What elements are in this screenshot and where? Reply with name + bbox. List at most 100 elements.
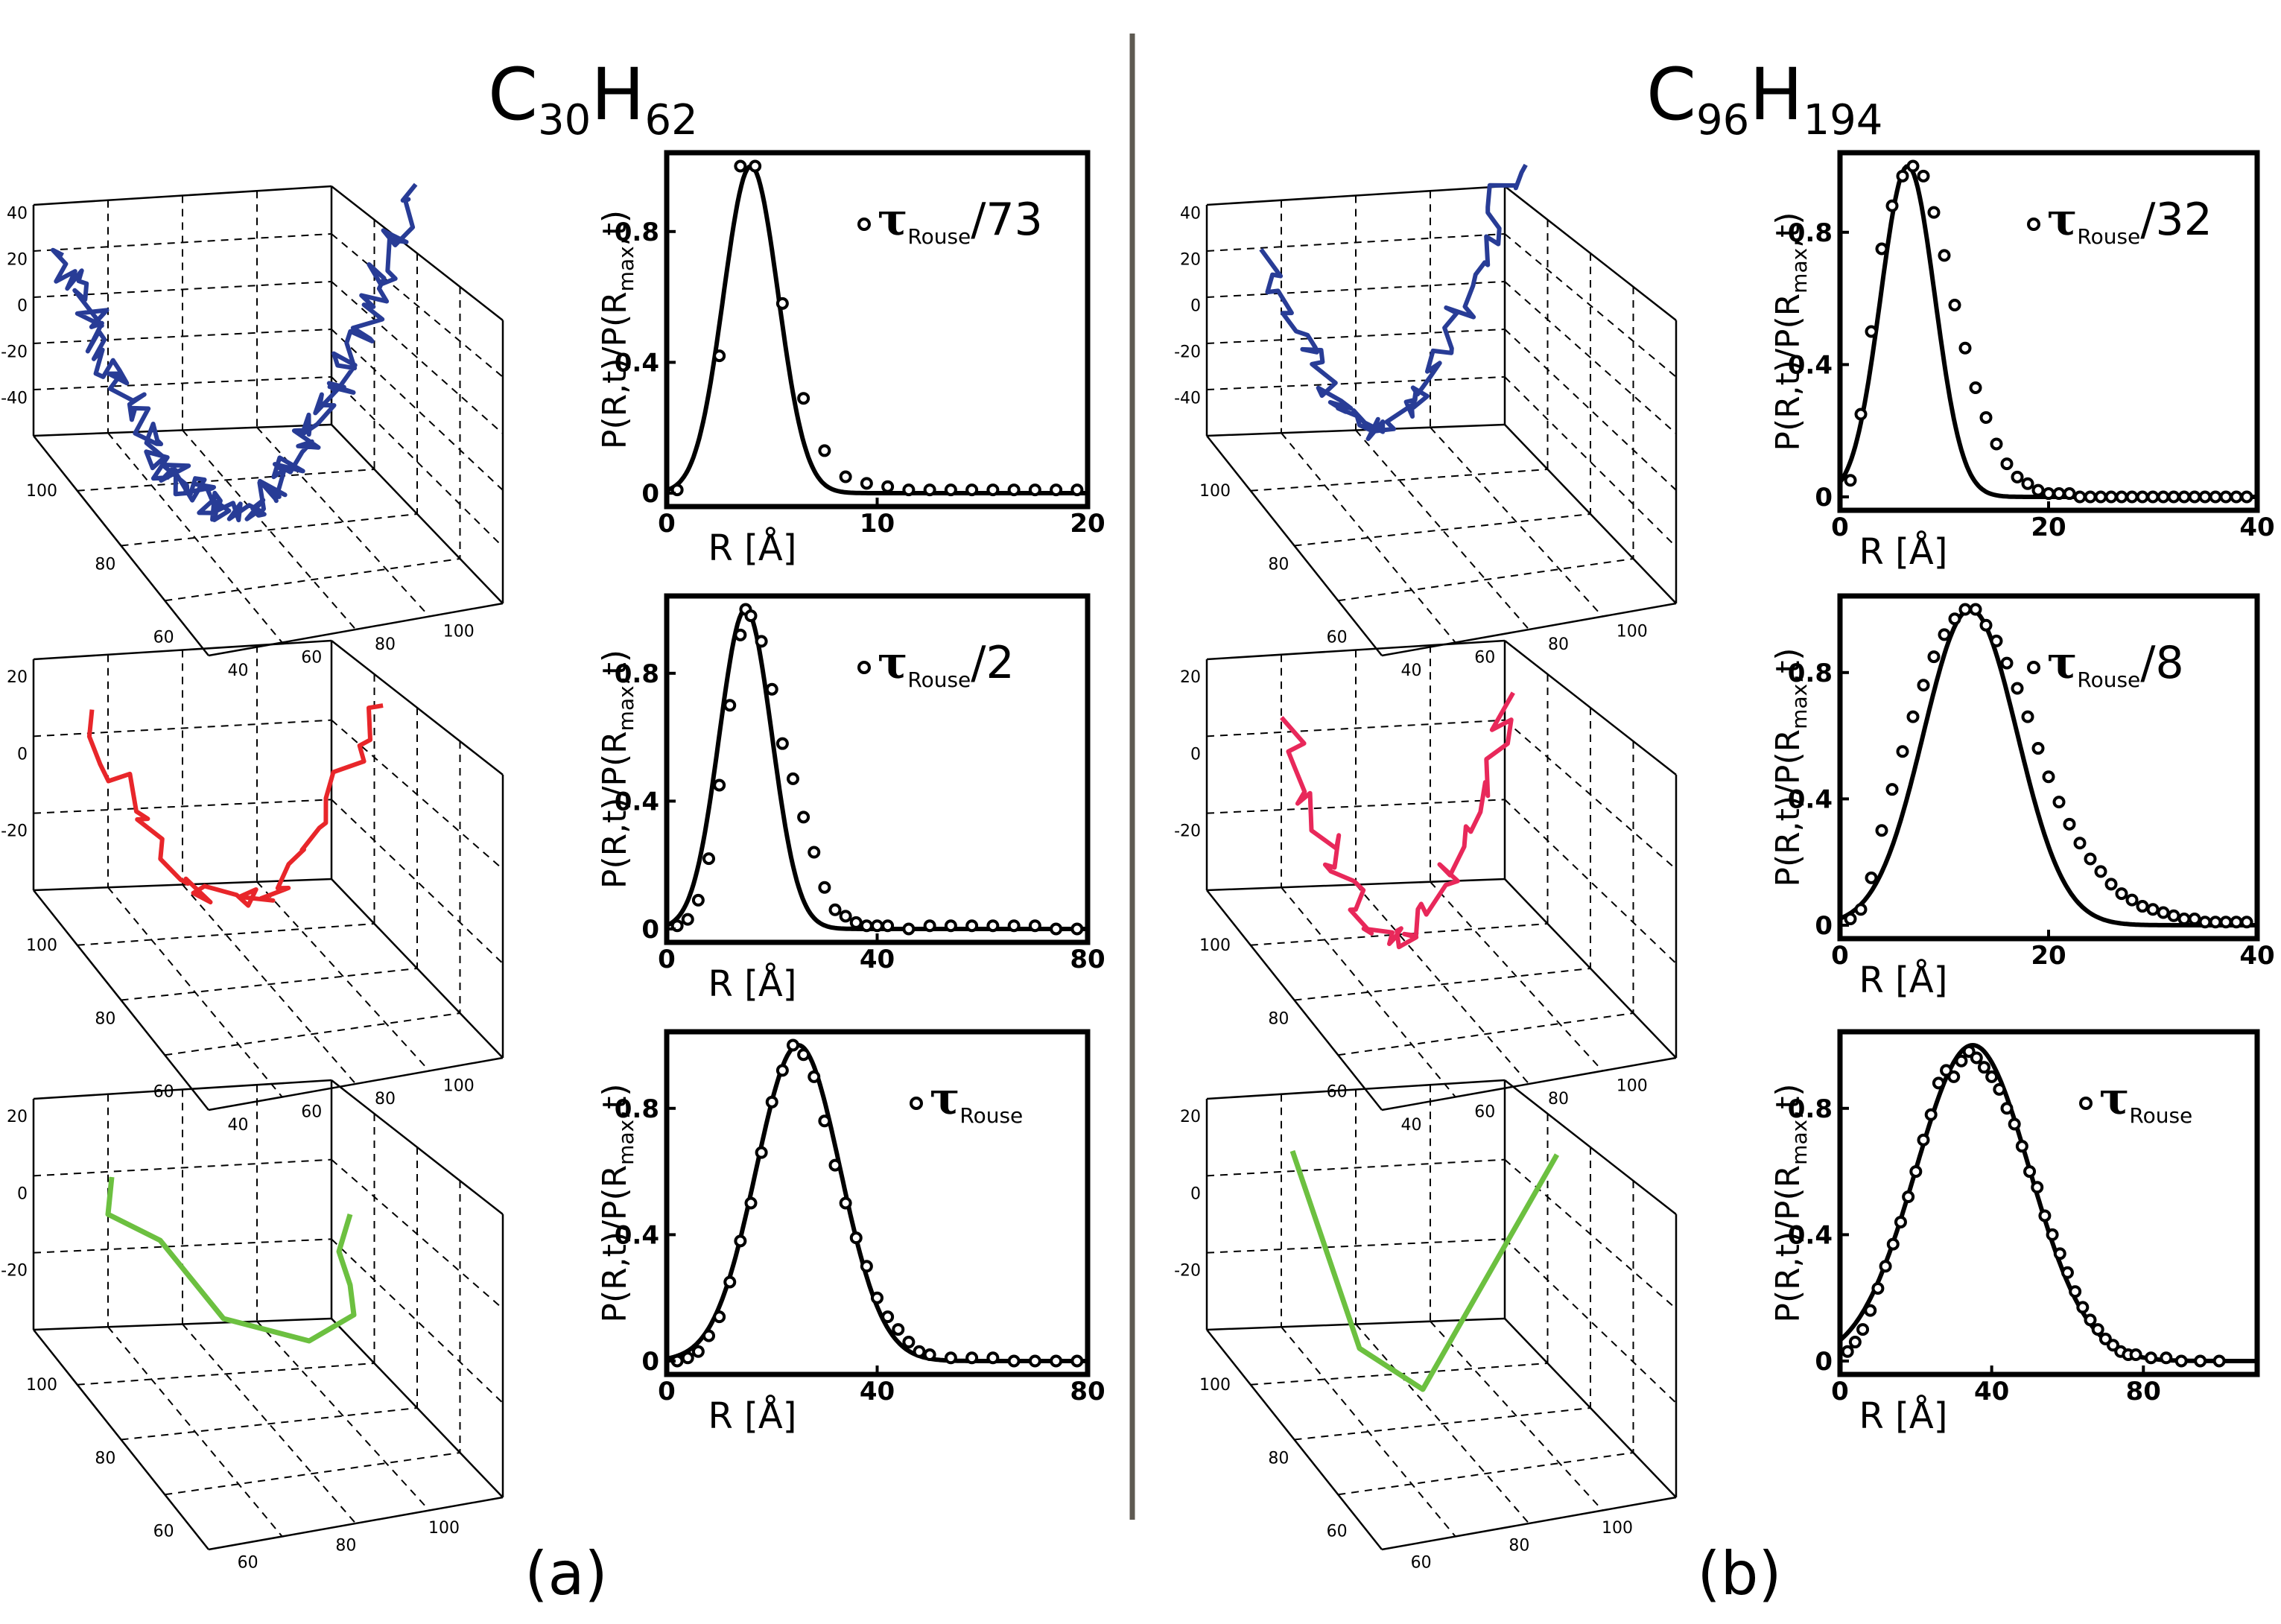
legend-marker: [857, 218, 871, 231]
data-point: [986, 483, 1000, 497]
data-point: [1958, 603, 1972, 616]
formula-right: C96H194: [1646, 53, 1882, 145]
data-point: [2069, 1285, 2082, 1298]
tau-suffix: /32: [2140, 194, 2212, 246]
x-axis-label: R [Å]: [708, 962, 797, 1005]
data-point: [2174, 1354, 2188, 1368]
data-point: [2023, 1165, 2037, 1179]
data-point: [808, 1070, 821, 1083]
x-tick-label: 20: [2031, 513, 2066, 542]
data-point: [828, 903, 842, 916]
x-tick-label: 10: [860, 509, 895, 539]
formula-right-sub1: 96: [1696, 96, 1749, 145]
data-point: [1947, 1070, 1961, 1083]
y3d-tick-label: 80: [95, 555, 115, 574]
data-point: [1909, 1165, 1923, 1179]
x-tick-label: 80: [2126, 1377, 2161, 1406]
data-point: [965, 1351, 979, 1365]
data-point: [1879, 1260, 1892, 1273]
data-point: [2031, 483, 2045, 497]
y-axis-label-end: ,t): [596, 650, 634, 685]
axis-line: [1338, 1012, 1634, 1056]
z-tick-label: -20: [1, 343, 28, 362]
tau-suffix: /73: [971, 194, 1043, 246]
data-point: [923, 919, 936, 933]
axis-line: [1504, 719, 1677, 870]
y-axis-label-sub: max: [1787, 684, 1812, 729]
data-point: [2042, 487, 2055, 501]
data-point: [2060, 1266, 2074, 1279]
dist-plot-b3: 0 0.4 0.8 0 40 80 R [Å] P(R,t)/P(Rmax,t) τRouse: [1769, 1029, 2260, 1437]
data-point: [1844, 474, 1857, 487]
axis-line: [33, 376, 332, 390]
data-point: [2052, 796, 2066, 809]
x-axis-label: R [Å]: [1859, 959, 1948, 1001]
data-point: [965, 919, 979, 933]
formula-left-sub1: 30: [538, 96, 591, 145]
data-point: [765, 1095, 778, 1108]
axis-line: [256, 1321, 430, 1512]
axis-line: [331, 1158, 504, 1310]
data-point: [744, 1196, 758, 1210]
data-point: [1940, 1064, 1953, 1077]
y-axis-label-main: P(R,t)/P(R: [1769, 1165, 1807, 1323]
y-tick-label: 0.4: [615, 348, 659, 378]
fit-curve: [1839, 606, 2257, 927]
tau-legend: τRouse/32: [2047, 194, 2212, 249]
data-point: [2157, 490, 2170, 504]
y-axis-label: P(R,t)/P(Rmax,t): [596, 210, 638, 449]
data-point: [2031, 742, 2045, 755]
data-point: [2230, 916, 2243, 929]
data-point: [1070, 1354, 1084, 1368]
data-point: [2000, 656, 2014, 670]
data-point: [2146, 903, 2160, 916]
data-point: [2084, 852, 2097, 866]
z-tick-label: -20: [1, 1262, 28, 1281]
data-point: [2209, 916, 2222, 929]
axis-line: [256, 881, 430, 1072]
z-tick-label: -20: [1, 822, 28, 841]
y-axis-label: P(R,t)/P(Rmax,t): [1769, 212, 1812, 451]
data-point: [839, 910, 852, 923]
data-point: [2021, 710, 2034, 723]
data-point: [723, 699, 737, 712]
data-point: [2115, 887, 2128, 901]
data-point: [1844, 913, 1857, 926]
y-axis-label-sub: max: [1787, 248, 1812, 294]
y-tick-label: 0.4: [1788, 350, 1833, 380]
data-point: [881, 1310, 895, 1324]
y-tick-label: 0.8: [615, 218, 659, 247]
data-point: [923, 483, 936, 497]
data-point: [1917, 169, 1930, 183]
axis-line: [77, 1363, 375, 1386]
data-point: [775, 737, 789, 750]
y-axis-label-end: ,t): [1769, 1083, 1807, 1119]
z-tick-label: -20: [1174, 1262, 1201, 1281]
data-point: [1050, 483, 1063, 497]
data-point: [2115, 490, 2128, 504]
z-tick-label: -20: [1174, 822, 1201, 841]
data-point: [681, 913, 694, 926]
chain-plot-b1: 40 20 0 -20 -40 100 80 60 40 60 80 100: [1174, 163, 1678, 680]
data-point: [2031, 1181, 2044, 1194]
x-tick-label: 80: [1070, 1377, 1105, 1406]
data-point: [1917, 1133, 1930, 1146]
data-point: [691, 893, 705, 907]
data-point: [2136, 900, 2149, 913]
data-point: [749, 159, 762, 173]
y3d-tick-label: 100: [1199, 936, 1231, 955]
chain-plot-b3: 20 0 -20 100 80 60 60 80 100: [1174, 1079, 1678, 1573]
y3d-tick-label: 100: [26, 482, 57, 501]
data-point: [923, 1348, 936, 1362]
y-tick-label: 0: [1815, 911, 1833, 941]
axis-line: [165, 1012, 460, 1056]
axis-line: [33, 1158, 332, 1177]
data-point: [860, 477, 873, 490]
tau-subscript: Rouse: [2077, 224, 2140, 249]
z-tick-label: 20: [7, 1108, 28, 1126]
data-point: [849, 1231, 863, 1245]
data-point: [1885, 199, 1899, 212]
chain-trajectory: [1259, 163, 1528, 442]
y-tick-label: 0: [1815, 483, 1833, 513]
axis-line: [331, 233, 504, 378]
